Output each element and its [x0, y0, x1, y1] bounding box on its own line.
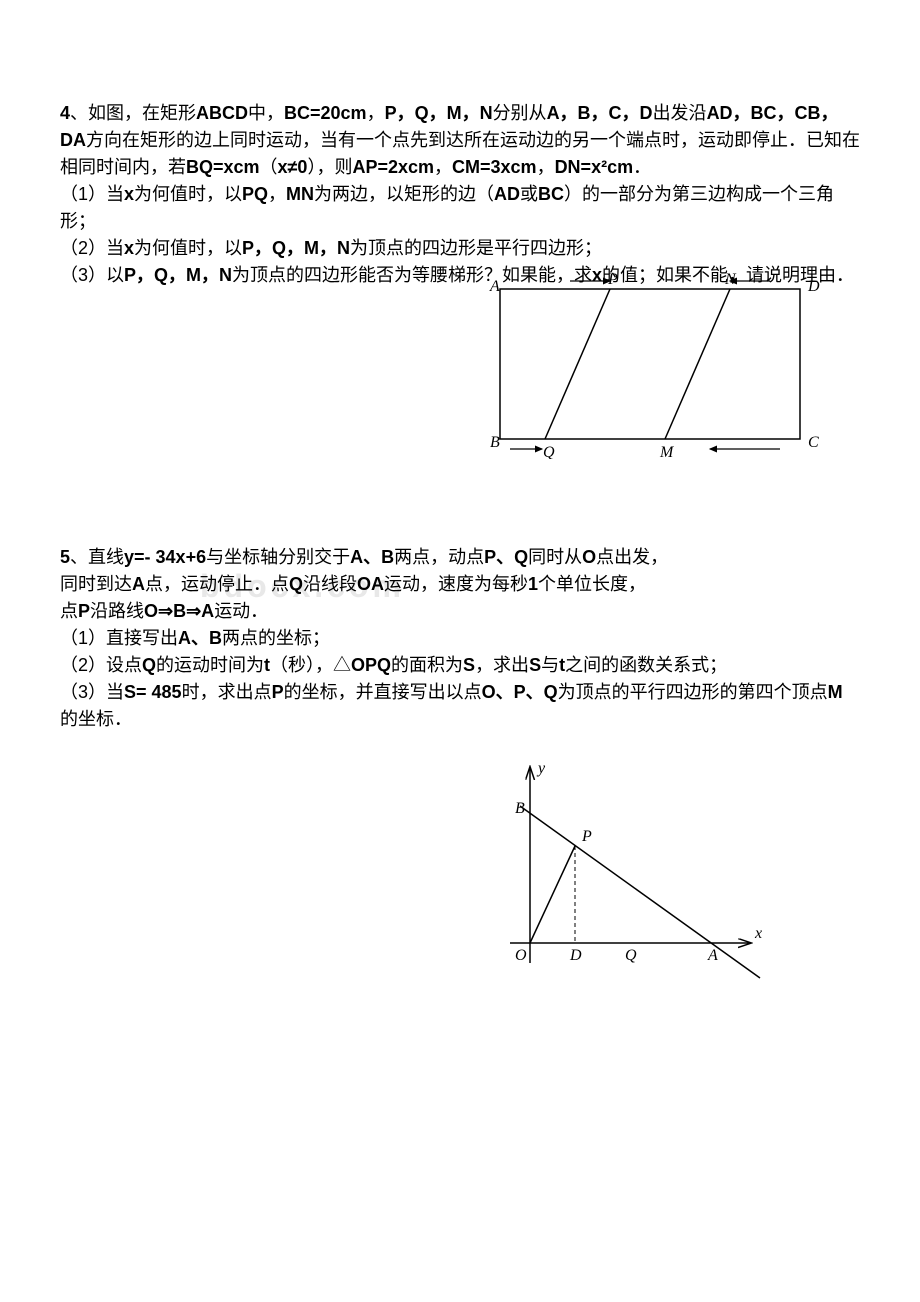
figure-5: B P O D Q A x y	[60, 753, 860, 988]
svg-text:D: D	[807, 278, 820, 295]
problem-5-text: 5、直线y=- 34x+6与坐标轴分别交于A、B两点，动点P、Q同时从O点出发，…	[60, 544, 860, 733]
figure-4: A B C D P N Q M	[60, 269, 860, 464]
problem-4: 4、如图，在矩形ABCD中，BC=20cm，P，Q，M，N分别从A，B，C，D出…	[60, 100, 860, 464]
problem-5: 5、直线y=- 34x+6与坐标轴分别交于A、B两点，动点P、Q同时从O点出发，…	[60, 544, 860, 988]
svg-text:Q: Q	[543, 444, 555, 459]
problem-4-text: 4、如图，在矩形ABCD中，BC=20cm，P，Q，M，N分别从A，B，C，D出…	[60, 100, 860, 289]
svg-text:D: D	[569, 947, 582, 964]
svg-text:O: O	[515, 947, 527, 964]
svg-text:x: x	[754, 925, 762, 942]
svg-text:B: B	[515, 800, 525, 817]
svg-text:N: N	[724, 271, 737, 288]
svg-text:A: A	[489, 278, 500, 295]
figure-5-svg: B P O D Q A x y	[480, 753, 780, 983]
svg-text:P: P	[607, 271, 618, 288]
svg-text:y: y	[536, 760, 546, 777]
svg-text:C: C	[808, 434, 819, 451]
svg-text:M: M	[659, 444, 675, 459]
svg-text:P: P	[581, 828, 592, 845]
problem-number: 5	[60, 547, 70, 567]
problem-number: 4	[60, 103, 70, 123]
svg-text:B: B	[490, 434, 500, 451]
svg-text:Q: Q	[625, 947, 637, 964]
figure-4-svg: A B C D P N Q M	[470, 269, 820, 459]
svg-text:A: A	[707, 947, 718, 964]
